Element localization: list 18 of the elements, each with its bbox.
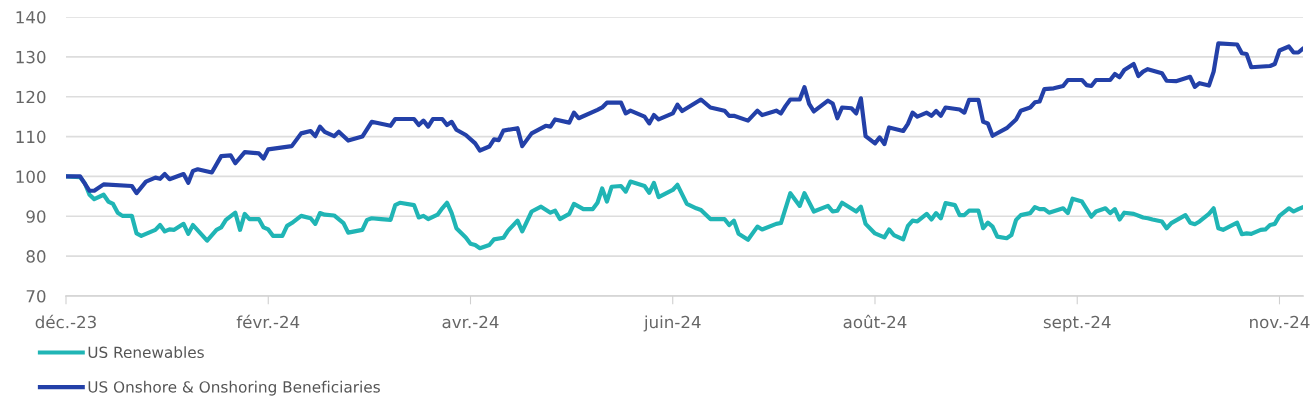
y-tick-label: 110: [16, 130, 46, 144]
y-tick-label: 140: [16, 10, 46, 24]
x-tick-label: juin-24: [643, 315, 701, 332]
y-tick-label: 90: [26, 210, 46, 223]
x-tick-label: déc.-23: [35, 314, 96, 329]
y-tick-label: 70: [26, 289, 46, 303]
y-tick-label: 130: [16, 50, 46, 64]
line-series: [66, 41, 1303, 196]
x-tick-label: avr.-24: [442, 315, 499, 329]
y-tick-label: 120: [16, 90, 46, 104]
y-tick-label: 100: [16, 170, 46, 183]
x-tick-label: févr.-24: [236, 314, 300, 329]
x-tick-label: nov.-24: [1250, 315, 1310, 329]
y-tick-label: 80: [26, 250, 46, 263]
legend-label: US Renewables: [88, 346, 204, 359]
x-tick-label: sept.-24: [1043, 315, 1111, 332]
legend-label: US Onshore & Onshoring Beneficiaries: [88, 380, 380, 396]
x-tick-label: août-24: [843, 314, 907, 329]
